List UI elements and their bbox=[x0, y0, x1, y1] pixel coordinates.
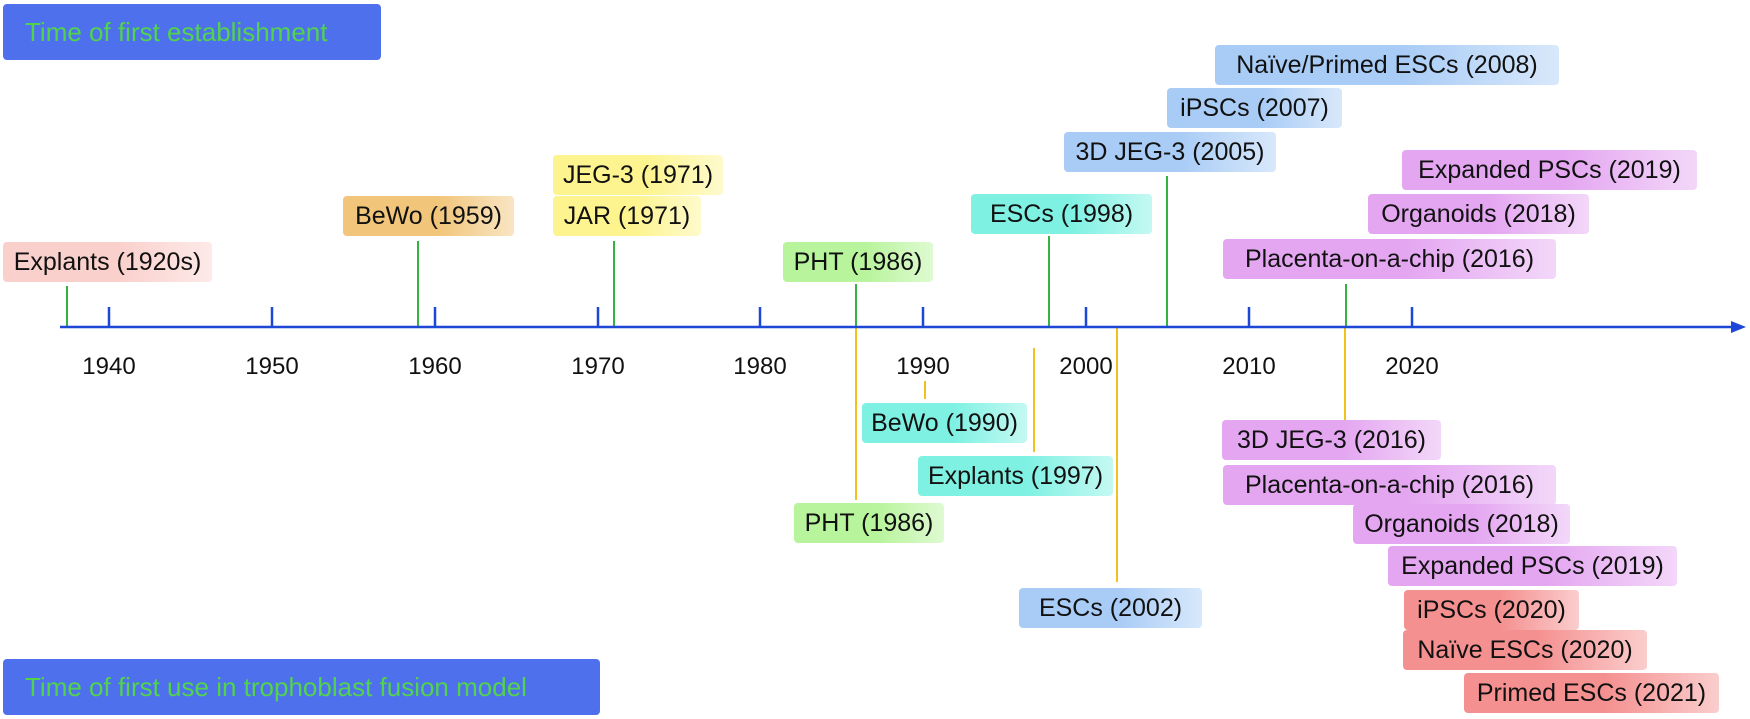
establishment-label-organoids-2018: Organoids (2018) bbox=[1368, 194, 1589, 234]
axis-tick-label: 1950 bbox=[245, 353, 298, 380]
fusion-label-3d-jeg-3-2016: 3D JEG-3 (2016) bbox=[1222, 420, 1441, 460]
fusion-header: Time of first use in trophoblast fusion … bbox=[3, 659, 600, 715]
fusion-label-explants-1997: Explants (1997) bbox=[918, 456, 1113, 496]
axis-tick-label: 1970 bbox=[571, 353, 624, 380]
establishment-label-jeg-3-1971: JEG-3 (1971) bbox=[553, 155, 723, 195]
establishment-label-explants-1920s: Explants (1920s) bbox=[3, 242, 212, 282]
establishment-label-escs-1998: ESCs (1998) bbox=[971, 194, 1152, 234]
fusion-label-escs-2002: ESCs (2002) bbox=[1019, 588, 1202, 628]
establishment-label-jar-1971: JAR (1971) bbox=[553, 196, 701, 236]
axis-tick-label: 1940 bbox=[82, 353, 135, 380]
fusion-label-primed-escs-2021: Primed ESCs (2021) bbox=[1464, 673, 1719, 713]
establishment-header: Time of first establishment bbox=[3, 4, 381, 60]
axis-arrow-icon bbox=[1731, 321, 1746, 333]
establishment-label-3d-jeg-3-2005: 3D JEG-3 (2005) bbox=[1064, 132, 1276, 172]
establishment-label-na-ve-primed-escs-2008: Naïve/Primed ESCs (2008) bbox=[1215, 45, 1559, 85]
axis-tick-label: 1980 bbox=[733, 353, 786, 380]
fusion-label-organoids-2018: Organoids (2018) bbox=[1353, 504, 1570, 544]
axis-tick-label: 2010 bbox=[1222, 353, 1275, 380]
establishment-label-expanded-pscs-2019: Expanded PSCs (2019) bbox=[1402, 150, 1697, 190]
axis-tick-label: 2020 bbox=[1385, 353, 1438, 380]
axis-tick-label: 2000 bbox=[1059, 353, 1112, 380]
establishment-label-ipscs-2007: iPSCs (2007) bbox=[1167, 88, 1342, 128]
fusion-label-bewo-1990: BeWo (1990) bbox=[862, 403, 1027, 443]
fusion-label-ipscs-2020: iPSCs (2020) bbox=[1404, 590, 1579, 630]
connector-lines bbox=[66, 176, 1347, 582]
establishment-label-bewo-1959: BeWo (1959) bbox=[343, 196, 514, 236]
fusion-label-placenta-on-a-chip-2016: Placenta-on-a-chip (2016) bbox=[1223, 465, 1556, 505]
axis-tick-label: 1960 bbox=[408, 353, 461, 380]
establishment-label-pht-1986: PHT (1986) bbox=[783, 242, 933, 282]
fusion-label-pht-1986: PHT (1986) bbox=[794, 503, 944, 543]
fusion-label-na-ve-escs-2020: Naïve ESCs (2020) bbox=[1403, 630, 1647, 670]
timeline-axis: 1940 1950 1960 1970 1980 1990 2000 2010 2020 bbox=[60, 307, 1746, 380]
axis-tick-label: 1990 bbox=[896, 353, 949, 380]
establishment-label-placenta-on-a-chip-2016: Placenta-on-a-chip (2016) bbox=[1223, 239, 1556, 279]
fusion-label-expanded-pscs-2019: Expanded PSCs (2019) bbox=[1388, 546, 1677, 586]
